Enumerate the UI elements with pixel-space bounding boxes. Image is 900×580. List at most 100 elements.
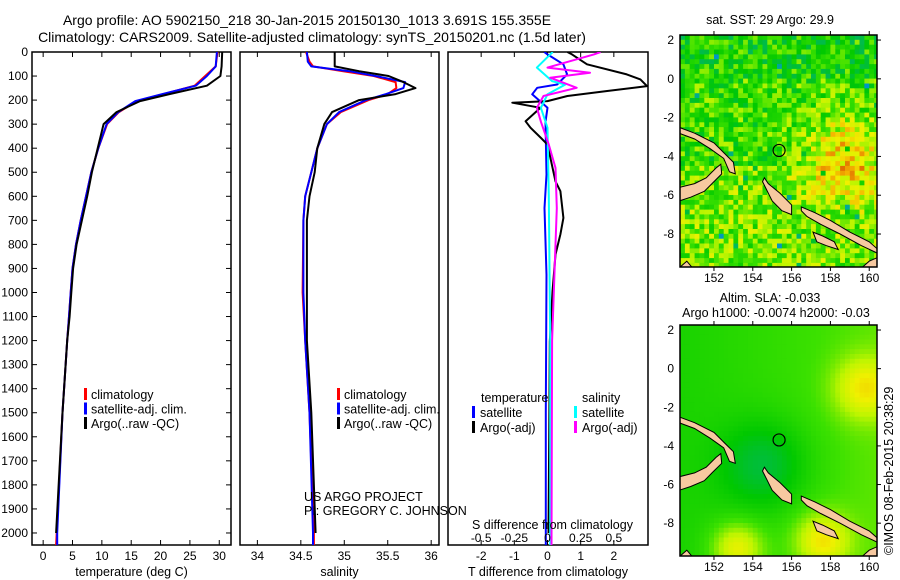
map-cell [752,39,759,46]
map-cell [723,334,730,341]
map-cell [781,426,788,432]
map-cell [811,440,817,447]
map-cell [874,161,877,167]
map-cell [845,156,851,162]
map-cell [869,494,875,500]
map-cell [733,426,739,432]
map-cell [796,465,802,471]
map-cell [859,503,865,510]
map-cell [864,112,870,118]
map-cell [680,378,686,384]
map-cell [733,98,739,104]
map-cell [723,68,730,75]
argo-location-marker [772,143,786,158]
map-cell [815,392,822,398]
map-cell [811,484,817,490]
map-cell [830,151,836,157]
map-cell [815,54,822,60]
map-cell [680,83,686,89]
map-cell [786,508,793,514]
map-cell [777,175,783,181]
map-cell [680,431,686,437]
map-cell [781,354,788,360]
map-cell [738,151,744,157]
map-cell [840,537,846,543]
map-cell [854,460,861,466]
map-cell [869,513,875,519]
map-cell [699,64,705,70]
map-cell [757,88,764,94]
map-cell [825,450,832,456]
map-cell [767,243,773,249]
map-cell [694,78,701,84]
map-cell [738,44,744,51]
map-cell [752,78,759,84]
map-cell [728,474,734,481]
map-cell [815,334,822,341]
map-cell [874,127,877,133]
map-cell [796,411,802,418]
map-cell [772,411,778,418]
map-cell [781,73,788,80]
y-tick-label: 300 [8,117,28,131]
map-cell [830,195,836,201]
map-cell [825,503,832,510]
map-cell [801,68,807,75]
map-cell [835,421,841,427]
map-cell [704,83,710,89]
map-cell [747,107,754,114]
map-cell [825,426,832,432]
map-cell [874,411,877,418]
map-cell [864,253,870,259]
map-cell [704,503,710,510]
map-cell [699,378,705,384]
map-cell [859,224,865,230]
map-cell [801,344,807,350]
map-cell [728,88,734,94]
map-cell [723,363,730,369]
map-cell [709,204,715,211]
map-cell [704,484,710,490]
map-cell [709,518,715,524]
map-cell [854,339,861,345]
map-cell [743,440,749,447]
map-cell [849,474,856,481]
map-cell [869,354,875,360]
map-cell [743,378,749,384]
s-tick-label: -0.25 [501,531,529,545]
map-cell [796,551,802,556]
map-cell [738,136,744,143]
map-cell [714,253,720,259]
map-cell [849,334,856,341]
map-cell [694,39,701,46]
map-cell [689,262,696,267]
map-cell [815,339,822,345]
map-cell [840,329,846,336]
map-cell [747,416,754,423]
map-cell [709,195,715,201]
map-cell [854,151,861,157]
map-cell [777,229,783,235]
map-cell [786,484,793,490]
map-cell [743,112,749,118]
map-cell [723,122,730,128]
map-cell [864,132,870,138]
map-cell [820,170,827,177]
map-cell [762,460,768,466]
map-cell [820,44,827,51]
map-cell [786,253,793,259]
map-cell [849,498,856,505]
map-cell [874,397,877,403]
map-cell [791,117,798,123]
map-cell [840,455,846,461]
map-cell [752,325,759,331]
y-tick-label: 400 [8,141,28,155]
map-cell [869,455,875,461]
map-cell [835,498,841,505]
map-cell [815,49,822,55]
map-cell [718,39,725,46]
map-cell [757,258,764,264]
map-cell [874,455,877,461]
map-cell [714,117,720,123]
map-cell [733,440,739,447]
